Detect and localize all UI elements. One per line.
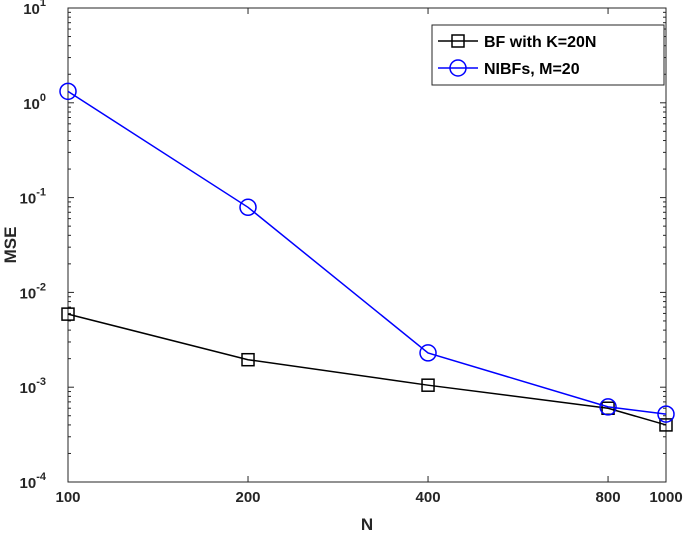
- y-tick-label-base: 10: [20, 380, 37, 397]
- x-tick-label: 800: [596, 489, 621, 506]
- y-tick-label-exponent: -4: [36, 471, 47, 483]
- series-2-point: [657, 405, 675, 423]
- x-axis-label: N: [361, 515, 373, 534]
- y-tick-label-exponent: -1: [36, 187, 46, 199]
- y-tick-label: 10-4: [20, 471, 47, 492]
- series-2-point: [239, 198, 257, 217]
- legend-marker: [449, 59, 467, 77]
- y-tick-label-exponent: -2: [36, 281, 46, 293]
- legend: BF with K=20N NIBFs, M=20: [431, 24, 665, 86]
- y-tick-label: 10-1: [20, 187, 46, 208]
- legend-label: BF with K=20N: [484, 34, 596, 51]
- x-axis: 100 200 400 800 1000: [55, 8, 683, 506]
- y-tick-label: 100: [23, 92, 46, 113]
- legend-box: [431, 24, 665, 86]
- x-tick-label: 100: [55, 489, 80, 506]
- series-1-point: [659, 418, 673, 432]
- y-axis-label: MSE: [1, 227, 20, 264]
- y-tick-label-base: 10: [20, 285, 37, 302]
- series-2: [59, 82, 675, 423]
- series-2-line: [67, 90, 667, 415]
- y-tick-label-exponent: -3: [36, 376, 46, 388]
- y-tick-label-exponent: 0: [40, 92, 46, 104]
- y-tick-label-base: 10: [23, 1, 40, 18]
- series-layer: [59, 82, 675, 432]
- y-tick-label: 101: [23, 0, 46, 18]
- x-tick-label: 1000: [649, 489, 682, 506]
- y-tick-label: 10-2: [20, 281, 46, 302]
- series-2-point: [59, 82, 77, 101]
- legend-label: NIBFs, M=20: [484, 61, 580, 78]
- y-tick-label-base: 10: [23, 96, 40, 113]
- y-tick-label-exponent: 1: [40, 0, 46, 9]
- series-2-point: [419, 344, 437, 362]
- series-1-line: [67, 313, 667, 426]
- series-1-point: [421, 378, 435, 392]
- series-2-point: [599, 398, 617, 416]
- series-1-point: [241, 352, 255, 367]
- y-tick-label-base: 10: [20, 191, 37, 208]
- y-tick-label: 10-3: [20, 376, 46, 397]
- legend-marker: [451, 34, 465, 48]
- x-tick-label: 200: [236, 489, 261, 506]
- y-tick-label-base: 10: [20, 475, 37, 492]
- series-1-point: [61, 307, 75, 321]
- x-tick-label: 400: [416, 489, 441, 506]
